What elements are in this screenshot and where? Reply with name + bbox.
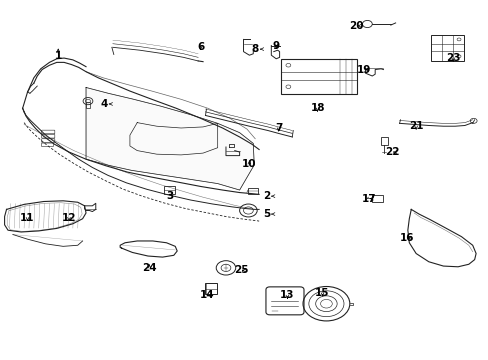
Text: 4: 4	[101, 99, 108, 109]
Bar	[86, 102, 90, 108]
Text: 5: 5	[263, 209, 270, 219]
Text: 23: 23	[445, 53, 460, 63]
Text: 21: 21	[408, 121, 423, 131]
Text: 13: 13	[280, 291, 294, 301]
Text: 11: 11	[20, 213, 35, 222]
Bar	[371, 195, 382, 202]
Text: 14: 14	[199, 291, 214, 301]
Text: 16: 16	[399, 233, 413, 243]
Text: 9: 9	[272, 41, 279, 50]
Polygon shape	[86, 87, 254, 190]
Text: 8: 8	[251, 44, 259, 54]
Text: 3: 3	[166, 191, 173, 201]
Text: 1: 1	[55, 51, 61, 61]
Bar	[430, 35, 463, 61]
Text: 22: 22	[384, 147, 399, 157]
Bar	[281, 59, 356, 94]
Text: 20: 20	[348, 21, 363, 31]
Text: 18: 18	[310, 103, 324, 113]
Bar	[380, 137, 387, 145]
Text: 10: 10	[242, 159, 256, 169]
Text: 19: 19	[356, 64, 370, 75]
Text: 17: 17	[361, 194, 375, 204]
Bar	[204, 283, 216, 294]
Text: 25: 25	[233, 265, 248, 275]
Bar	[248, 188, 258, 194]
Text: 24: 24	[142, 263, 157, 273]
Text: 15: 15	[315, 288, 329, 298]
Bar	[163, 186, 174, 194]
Text: 12: 12	[61, 213, 76, 222]
Text: 7: 7	[274, 123, 282, 133]
Text: 2: 2	[263, 191, 270, 201]
Text: 6: 6	[197, 42, 204, 51]
